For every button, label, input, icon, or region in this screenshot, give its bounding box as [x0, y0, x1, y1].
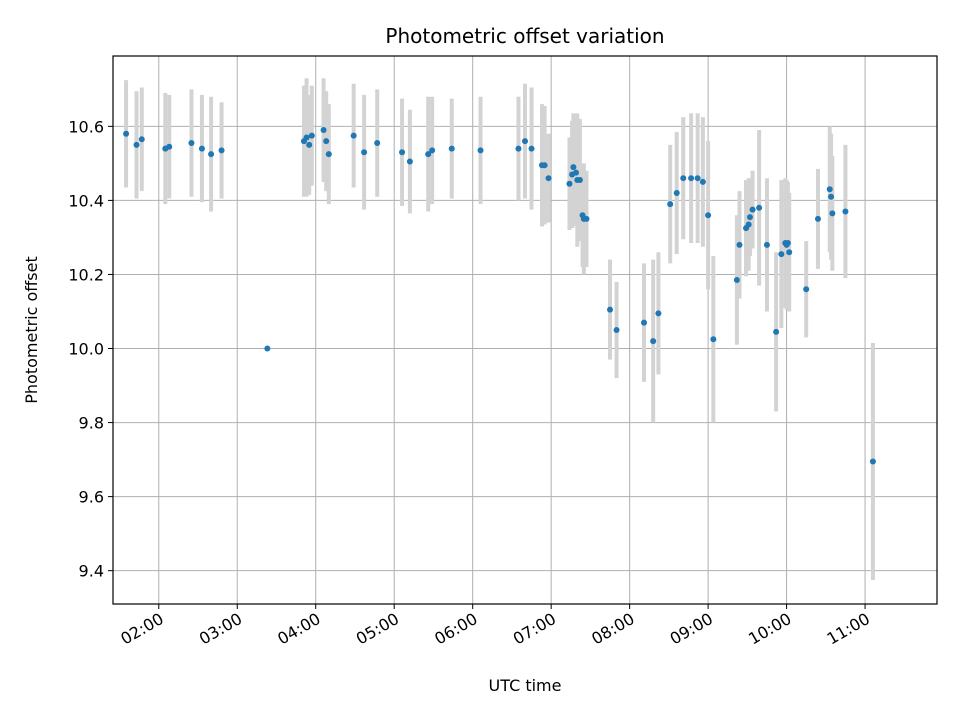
data-point	[746, 214, 753, 221]
y-tick-label: 9.4	[79, 562, 104, 581]
y-tick-label: 9.6	[79, 488, 104, 507]
data-point	[573, 169, 580, 176]
data-point	[650, 338, 657, 345]
data-point	[680, 175, 687, 182]
data-point	[325, 151, 332, 158]
data-point	[541, 162, 548, 169]
data-point	[218, 147, 225, 154]
data-point	[749, 206, 756, 213]
data-point	[688, 175, 695, 182]
data-point	[123, 130, 130, 137]
data-point	[641, 319, 648, 326]
data-point	[198, 145, 205, 152]
y-tick-label: 10.2	[68, 265, 104, 284]
data-point	[842, 208, 849, 215]
data-point	[133, 141, 140, 148]
data-point	[166, 143, 173, 150]
data-point	[566, 180, 573, 187]
data-point	[323, 138, 330, 145]
data-point	[138, 136, 145, 143]
data-point	[570, 164, 577, 171]
data-point	[733, 277, 740, 284]
data-point	[736, 241, 743, 248]
data-point	[406, 158, 413, 165]
data-point	[528, 145, 535, 152]
data-point	[264, 345, 271, 352]
data-points	[123, 127, 876, 465]
data-point	[869, 458, 876, 465]
data-point	[188, 140, 195, 147]
data-point	[756, 204, 763, 211]
data-point	[786, 249, 793, 256]
data-point	[576, 177, 583, 184]
data-point	[773, 328, 780, 335]
data-point	[429, 147, 436, 154]
data-point	[425, 151, 432, 158]
data-point	[545, 175, 552, 182]
data-point	[361, 149, 368, 156]
data-point	[829, 210, 836, 217]
data-point	[705, 212, 712, 219]
chart-title: Photometric offset variation	[385, 24, 664, 48]
y-tick-label: 10.6	[68, 117, 104, 136]
data-point	[374, 140, 381, 147]
data-point	[515, 145, 522, 152]
data-point	[699, 178, 706, 185]
data-point	[350, 132, 357, 139]
y-axis-ticks: 9.4 9.6 9.8 10.0 10.2 10.4 10.6	[68, 117, 113, 581]
data-point	[320, 127, 327, 134]
data-point	[784, 239, 791, 246]
data-point	[828, 193, 835, 200]
data-point	[607, 306, 614, 313]
data-point	[208, 151, 215, 158]
data-point	[673, 190, 680, 196]
data-point	[710, 336, 717, 343]
data-point	[306, 141, 313, 148]
x-axis-label: UTC time	[489, 676, 562, 695]
data-point	[745, 221, 752, 228]
data-point	[655, 310, 662, 317]
y-tick-label: 10.0	[68, 340, 104, 359]
data-point	[448, 145, 455, 152]
data-point	[778, 251, 785, 258]
data-point	[763, 241, 770, 248]
data-point	[613, 327, 620, 333]
data-point	[694, 175, 701, 182]
data-point	[667, 201, 674, 208]
data-point	[303, 134, 310, 141]
data-point	[308, 132, 315, 139]
data-point	[583, 215, 590, 222]
data-point	[826, 186, 833, 193]
data-point	[522, 138, 528, 145]
data-point	[803, 286, 810, 293]
plot-frame	[112, 55, 938, 605]
y-tick-label: 10.4	[68, 191, 104, 210]
y-tick-label: 9.8	[79, 414, 104, 433]
y-axis-label: Photometric offset	[22, 256, 41, 404]
data-point	[477, 147, 484, 154]
data-point	[399, 149, 406, 156]
data-point	[814, 215, 821, 222]
